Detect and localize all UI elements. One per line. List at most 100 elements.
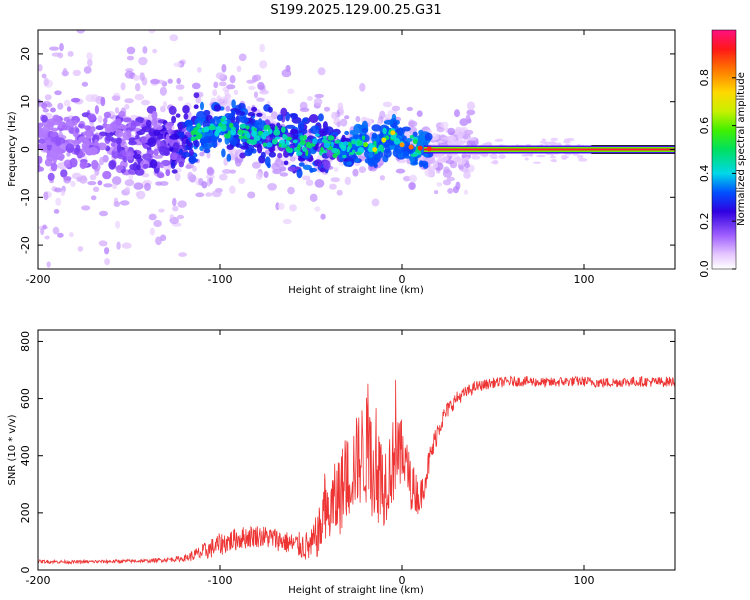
spectral-point: [256, 112, 263, 117]
spectral-point: [43, 191, 49, 201]
spectral-point: [50, 107, 56, 113]
spectral-point: [214, 130, 220, 137]
spectral-point: [562, 155, 570, 159]
spectral-point: [83, 66, 92, 74]
spectral-point: [135, 168, 145, 176]
spectral-point: [436, 182, 443, 187]
spectral-point: [299, 135, 304, 141]
snr-y-ticks: 0 200 400 600 800: [19, 331, 675, 574]
spectral-point: [51, 52, 61, 57]
spectral-point: [47, 118, 56, 127]
spectral-point: [498, 154, 506, 159]
spectral-point: [165, 169, 171, 177]
spectral-point: [160, 140, 165, 146]
spectral-point: [281, 69, 292, 78]
spectral-point: [50, 131, 58, 138]
y-tick-label: 800: [19, 331, 32, 352]
spectral-point: [84, 138, 90, 148]
spectral-point: [70, 180, 76, 187]
spectral-point: [341, 134, 346, 143]
spectral-point: [252, 161, 261, 169]
spectral-point: [410, 153, 418, 157]
spectral-point: [221, 123, 227, 131]
spectral-point: [368, 151, 374, 159]
spectral-point: [194, 130, 199, 136]
spectral-point: [169, 216, 179, 225]
spectral-point: [314, 93, 325, 99]
spectral-point: [276, 114, 284, 121]
spectral-point: [344, 115, 350, 120]
spectral-point: [197, 67, 202, 73]
x-tick-label: -100: [208, 574, 233, 587]
spectral-point: [202, 144, 212, 150]
spectral-point: [317, 67, 326, 76]
spectral-point: [103, 111, 112, 119]
spectral-point: [57, 119, 63, 129]
spectral-point: [463, 129, 474, 136]
spectral-point: [130, 120, 137, 131]
spectral-point: [229, 122, 234, 129]
spectral-point: [175, 84, 185, 90]
spectral-point: [87, 58, 93, 67]
y-tick-label: 200: [19, 502, 32, 523]
spectral-point: [319, 167, 326, 173]
spectral-point: [342, 141, 349, 146]
spectral-point: [169, 152, 178, 161]
spectral-point: [333, 167, 339, 173]
spectral-point: [224, 113, 232, 119]
spectral-point: [103, 117, 108, 124]
spectral-point: [314, 179, 325, 188]
spectral-point: [115, 129, 124, 138]
spectral-point: [176, 77, 181, 85]
spectral-point: [259, 89, 269, 95]
x-tick-label: 0: [399, 273, 406, 286]
spectral-point: [461, 140, 466, 144]
spectral-point: [266, 162, 271, 169]
spectral-point: [126, 129, 132, 138]
spectral-point: [361, 135, 366, 141]
spectral-point: [172, 142, 180, 151]
spectral-point: [416, 134, 426, 144]
spectral-point: [217, 138, 222, 143]
spectral-point: [52, 155, 61, 160]
spectral-point: [43, 77, 49, 87]
spectral-point: [251, 130, 257, 138]
spectral-point: [111, 95, 121, 101]
spectral-point: [336, 189, 343, 196]
spectral-point: [129, 163, 138, 170]
x-tick-label: -200: [26, 273, 51, 286]
spectral-point: [135, 134, 140, 141]
spectral-point: [165, 134, 170, 145]
spectral-point: [447, 188, 454, 194]
spectral-point: [377, 147, 382, 152]
spectral-point: [159, 145, 168, 156]
spectral-point: [114, 107, 120, 114]
spectral-point: [324, 126, 334, 135]
spectral-point: [297, 144, 301, 151]
spectral-point: [112, 176, 122, 186]
spectral-point: [271, 162, 280, 171]
ridge-transition-point: [372, 147, 378, 152]
spectral-point: [287, 186, 295, 195]
spectral-point: [253, 91, 259, 99]
spectral-point: [322, 135, 327, 139]
snr-y-axis-label: SNR (10 * v/v): [7, 414, 18, 485]
spectral-point: [289, 156, 296, 162]
spectral-point: [371, 124, 382, 132]
spectral-point: [346, 161, 353, 166]
spectral-point: [340, 118, 348, 127]
spectral-point: [279, 166, 287, 172]
spectral-point: [398, 127, 404, 137]
spectral-point: [482, 143, 491, 146]
spectral-point: [238, 177, 246, 184]
spectral-point: [344, 176, 351, 186]
spectral-point: [213, 104, 222, 112]
spectral-point: [299, 107, 310, 113]
spectral-point: [87, 181, 97, 186]
spectral-point: [135, 83, 141, 92]
spectral-point: [379, 175, 385, 181]
spectral-point: [142, 153, 152, 161]
spectral-point: [108, 160, 117, 170]
spectral-point: [122, 117, 132, 123]
